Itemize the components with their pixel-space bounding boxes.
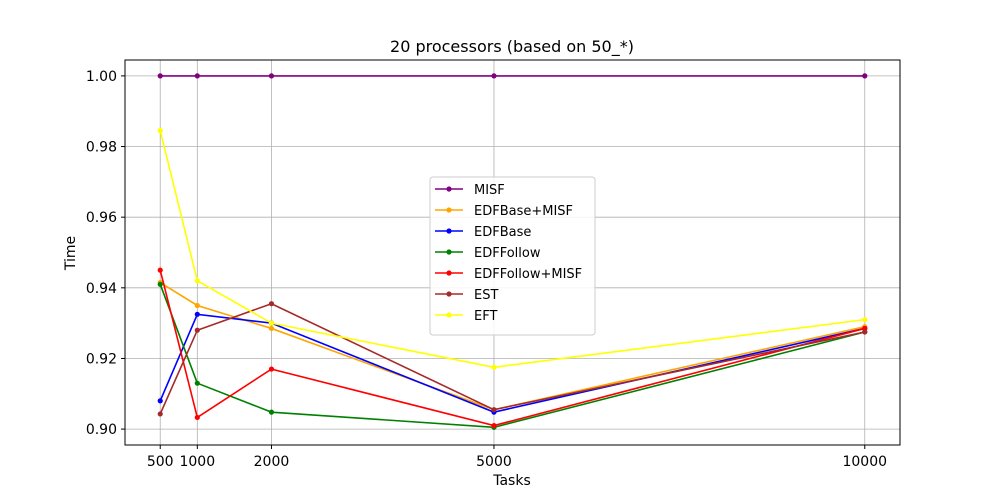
x-tick-label: 5000 — [476, 454, 512, 470]
data-point — [268, 73, 275, 79]
legend-entry: MISF — [435, 183, 505, 198]
y-tick-label: 0.98 — [86, 140, 117, 156]
legend-marker — [446, 207, 452, 213]
legend-label: EDFFollow — [474, 246, 541, 261]
data-point — [157, 411, 163, 417]
x-tick-label: 2000 — [254, 454, 290, 470]
y-tick-label: 0.92 — [86, 351, 117, 367]
data-point — [268, 320, 275, 326]
series-edffollow-misf — [157, 267, 868, 429]
y-axis: 0.90 0.92 0.94 0.96 0.98 1.00 — [86, 69, 125, 438]
legend-marker — [446, 249, 452, 255]
legend-entry: EST — [435, 288, 498, 303]
legend-entry: EFT — [435, 309, 497, 324]
x-tick-label: 500 — [147, 454, 174, 470]
x-axis: 500 1000 2000 5000 10000 — [147, 445, 887, 470]
data-point — [194, 302, 200, 309]
y-tick-label: 0.94 — [86, 281, 117, 297]
x-tick-label: 10000 — [842, 454, 887, 470]
data-point — [194, 278, 200, 284]
legend-label: EDFFollow+MISF — [474, 267, 582, 282]
legend-entry: EDFBase+MISF — [435, 204, 573, 219]
legend-entry: EDFFollow — [435, 246, 541, 261]
chart-title: 20 processors (based on 50_*) — [390, 37, 634, 57]
legend-marker — [446, 186, 452, 192]
data-point — [157, 73, 163, 79]
legend-entry: EDFBase — [435, 225, 531, 240]
data-point — [194, 73, 200, 79]
data-point — [157, 128, 163, 134]
legend-marker — [446, 291, 452, 297]
series-misf — [157, 73, 868, 79]
data-point — [268, 409, 275, 415]
plot-frame — [124, 59, 901, 446]
legend-entry: EDFFollow+MISF — [435, 267, 582, 282]
y-tick-label: 1.00 — [86, 69, 117, 85]
data-point — [194, 380, 200, 386]
data-point — [491, 422, 497, 429]
data-point — [157, 398, 163, 404]
data-point — [491, 73, 497, 79]
legend-marker — [446, 270, 452, 276]
data-point — [157, 267, 163, 273]
y-axis-label: Time — [63, 236, 79, 271]
legend-label: EDFBase+MISF — [474, 204, 573, 219]
series-est — [157, 301, 868, 417]
data-point — [157, 281, 163, 287]
x-axis-label: Tasks — [492, 473, 531, 489]
data-point — [491, 407, 497, 413]
legend-label: EFT — [474, 309, 497, 324]
legend-label: MISF — [474, 183, 505, 198]
series-eft — [157, 128, 868, 370]
y-tick-label: 0.96 — [86, 210, 117, 226]
data-point — [194, 311, 200, 317]
x-tick-label: 1000 — [179, 454, 215, 470]
data-point — [194, 327, 200, 333]
legend-label: EDFBase — [474, 225, 531, 240]
legend-label: EST — [474, 288, 498, 303]
data-point — [862, 329, 868, 335]
data-point — [268, 325, 275, 332]
data-point — [194, 414, 200, 421]
legend-marker — [446, 228, 452, 234]
data-point — [268, 366, 275, 372]
legend: MISF EDFBase+MISF EDFBase EDFFollow EDFFollo… — [429, 176, 596, 336]
legend-marker — [446, 312, 452, 318]
data-point — [268, 301, 275, 307]
legend-box — [429, 176, 596, 336]
data-point — [862, 73, 868, 79]
series-group — [157, 73, 868, 430]
data-point — [862, 317, 868, 323]
y-tick-label: 0.90 — [86, 422, 117, 438]
data-point — [491, 364, 497, 370]
